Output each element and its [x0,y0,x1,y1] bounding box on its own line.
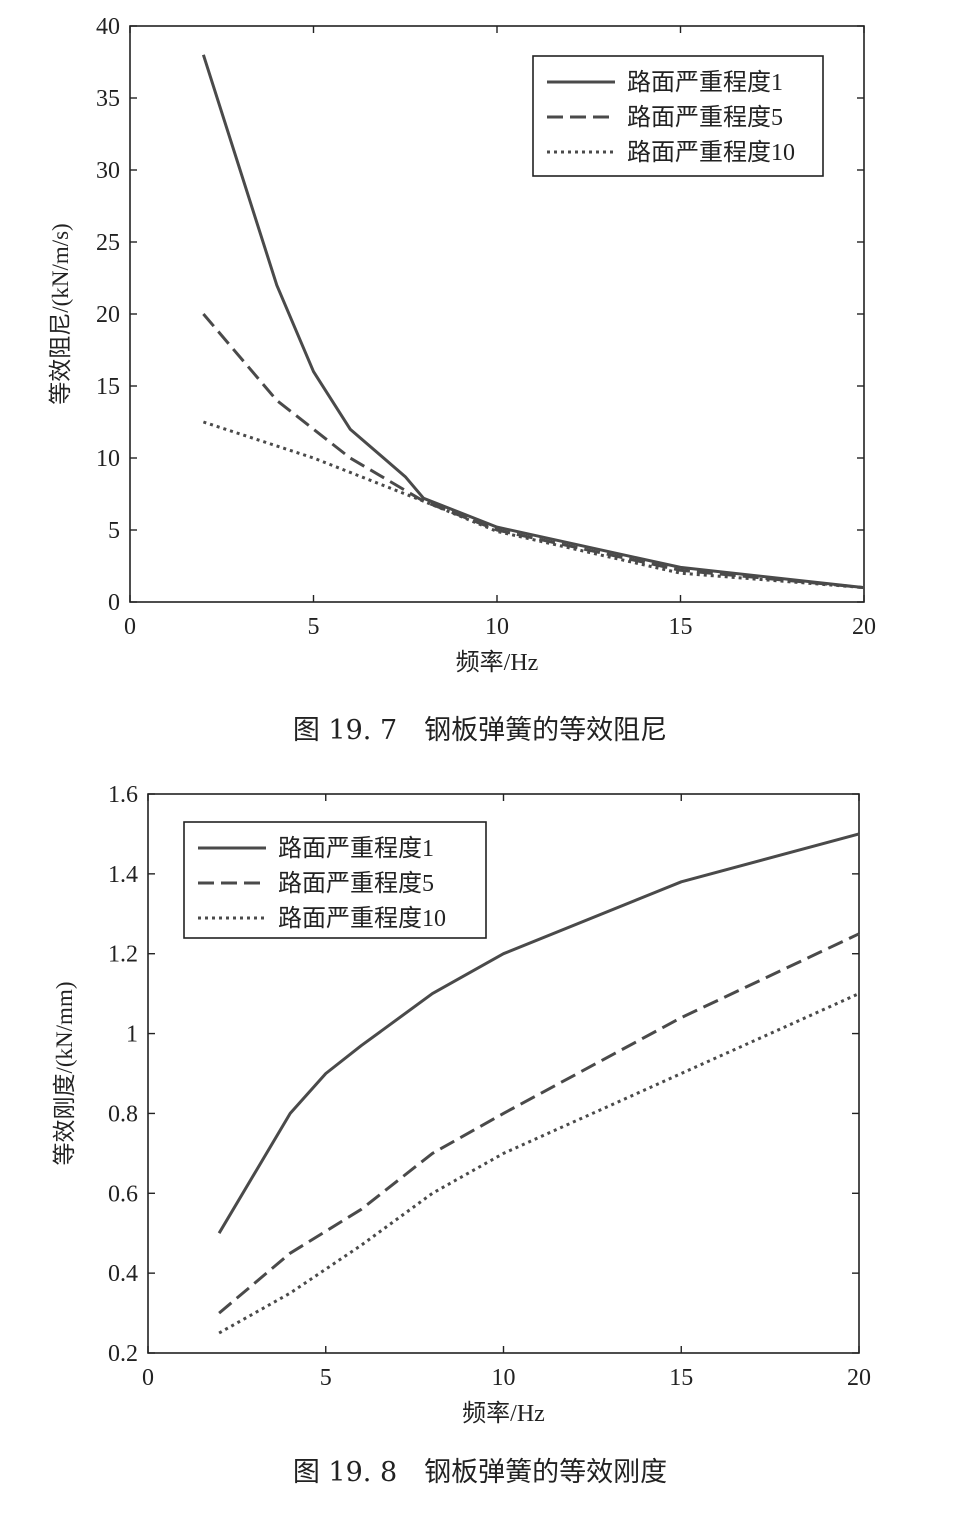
y-tick-label: 35 [96,86,120,112]
x-tick-label: 10 [492,1365,516,1391]
x-tick-label: 5 [320,1365,332,1391]
x-tick-label: 5 [308,614,320,640]
figure-caption-stiffness: 图 19. 8 钢板弹簧的等效刚度 [292,1457,668,1488]
y-tick-label: 0 [108,590,120,616]
x-tick-label: 10 [485,614,509,640]
series-line-3 [202,420,865,590]
series-line-1 [201,54,865,590]
legend-label-1: 路面严重程度1 [278,835,434,862]
x-axis-label: 频率/Hz [462,1400,545,1427]
x-tick-label: 20 [847,1365,871,1391]
y-tick-label: 15 [96,374,120,400]
y-tick-label: 25 [96,230,120,256]
y-tick-label: 20 [96,302,120,328]
x-tick-label: 15 [669,1365,693,1391]
y-tick-label: 1 [126,1022,138,1048]
x-tick-label: 15 [669,614,693,640]
damping-chart: 0 5 10 15 20 0 5 10 15 20 25 30 35 40 频率/Hz 等效阻尼/(kN/m/… [48,14,876,676]
x-tick-label: 0 [142,1365,154,1391]
x-tick-label: 0 [124,614,136,640]
x-tick-label: 20 [852,614,876,640]
y-tick-label: 0.4 [108,1261,138,1287]
legend-label-3: 路面严重程度10 [278,905,446,932]
y-tick-label: 0.8 [108,1101,138,1127]
series-line-1 [217,832,860,1234]
series-line-2 [218,932,860,1315]
legend-label-1: 路面严重程度1 [627,69,783,96]
legend-label-3: 路面严重程度10 [627,139,795,166]
y-axis-label: 等效刚度/(kN/mm) [52,982,77,1166]
y-tick-label: 0.6 [108,1181,138,1207]
figure-caption-damping: 图 19. 7 钢板弹簧的等效阻尼 [292,715,668,746]
series-line-3 [218,992,860,1335]
y-axis-label: 等效阻尼/(kN/m/s) [48,223,73,404]
stiffness-chart: 0 5 10 15 20 0.2 0.4 0.6 0.8 1 1.2 1.4 1.6 频率/Hz 等效刚度/… [52,782,871,1427]
y-tick-label: 30 [96,158,120,184]
series-line-2 [202,313,865,590]
y-tick-label: 5 [108,518,120,544]
y-tick-label: 0.2 [108,1341,138,1367]
legend-label-2: 路面严重程度5 [627,104,783,131]
y-tick-label: 1.4 [108,862,138,888]
y-tick-label: 1.6 [108,782,138,808]
x-axis-label: 频率/Hz [456,649,539,676]
y-tick-label: 10 [96,446,120,472]
y-tick-label: 1.2 [108,942,138,968]
legend-label-2: 路面严重程度5 [278,870,434,897]
y-tick-label: 40 [96,14,120,40]
